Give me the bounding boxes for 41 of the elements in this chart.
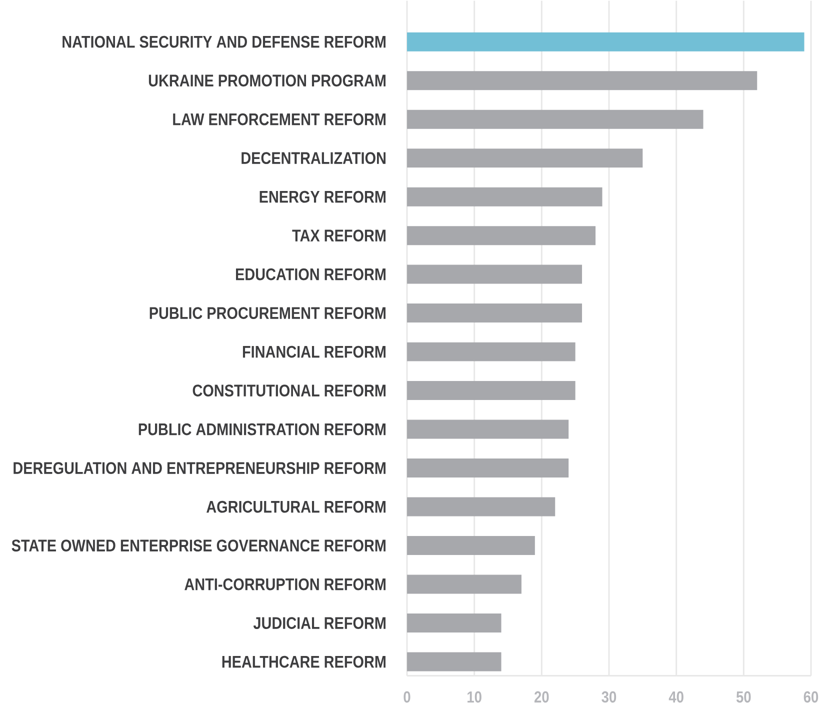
y-tick-label: CONSTITUTIONAL REFORM: [192, 384, 386, 397]
bar: [407, 32, 804, 52]
y-tick-label: AGRICULTURAL REFORM: [206, 500, 386, 513]
bar: [407, 614, 502, 633]
bar: [407, 110, 704, 129]
bar: [407, 536, 535, 556]
y-tick-label: DECENTRALIZATION: [242, 152, 386, 164]
bar: [407, 458, 569, 478]
y-tick-label: TAX REFORM: [292, 230, 386, 242]
y-tick-label: UKRAINE PROMOTION PROGRAM: [148, 74, 386, 87]
bar: [407, 304, 582, 323]
y-tick-label: FINANCIAL REFORM: [242, 346, 386, 358]
y-tick-label: JUDICIAL REFORM: [253, 617, 386, 630]
x-tick-label: 20: [534, 691, 549, 703]
y-tick-label: NATIONAL SECURITY AND DEFENSE REFORM: [62, 36, 386, 48]
y-tick-label: ANTI-CORRUPTION REFORM: [184, 578, 386, 590]
y-tick-label: EDUCATION REFORM: [236, 268, 386, 280]
bar: [407, 574, 522, 594]
x-tick-label: 0: [404, 691, 410, 703]
y-tick-label: LAW ENFORCEMENT REFORM: [173, 114, 386, 126]
bar: [407, 264, 582, 284]
x-tick-label: 30: [602, 691, 616, 703]
bar: [407, 226, 596, 246]
y-tick-label: HEALTHCARE REFORM: [222, 656, 386, 668]
bar: [407, 652, 502, 672]
y-tick-label: ENERGY REFORM: [260, 190, 386, 203]
bar: [407, 342, 576, 362]
bar: [407, 187, 602, 206]
y-tick-label: STATE OWNED ENTERPRISE GOVERNANCE REFORM: [12, 540, 386, 552]
bar: [407, 381, 576, 400]
bar: [407, 420, 569, 439]
x-tick-label: 60: [804, 691, 818, 703]
y-tick-label: DEREGULATION AND ENTREPRENEURSHIP REFORM: [14, 462, 386, 474]
x-tick-label: 50: [736, 691, 751, 703]
y-tick-label: PUBLIC PROCUREMENT REFORM: [150, 307, 386, 320]
bar: [407, 148, 643, 168]
y-tick-label: PUBLIC ADMINISTRATION REFORM: [138, 423, 386, 436]
x-tick-label: 10: [468, 691, 482, 703]
bar: [407, 497, 556, 516]
x-tick-label: 40: [668, 691, 684, 703]
bar: [407, 71, 758, 90]
